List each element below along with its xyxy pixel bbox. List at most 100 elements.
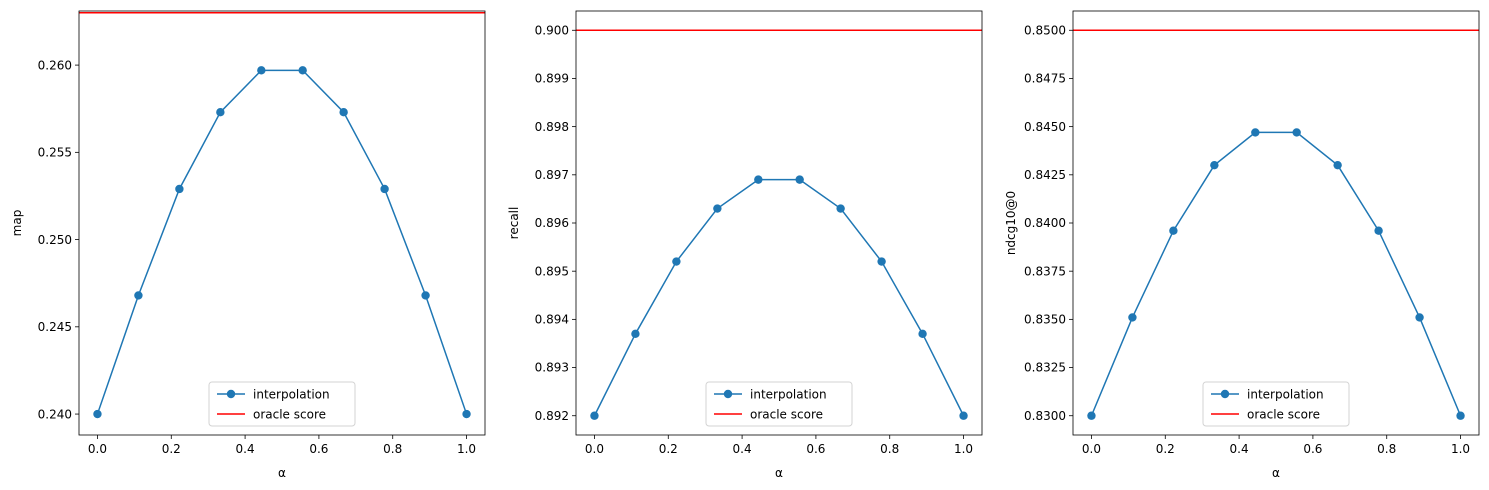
x-axis-label: α — [1272, 466, 1280, 480]
axes-frame — [575, 10, 983, 436]
legend: interpolation oracle score — [208, 381, 356, 427]
interpolation-point — [1210, 160, 1219, 170]
interpolation-line — [96, 69, 468, 415]
interpolation-point — [462, 409, 471, 419]
y-axis-label: recall — [507, 207, 521, 240]
interpolation-point — [1251, 128, 1260, 137]
y-tick-label: 0.895 — [535, 264, 569, 278]
interpolation-point — [836, 204, 845, 213]
interpolation-point — [1415, 313, 1424, 322]
legend-swatch-marker — [1220, 389, 1230, 399]
subplot-1: 0.0 0.2 0.4 0.6 0.8 1.0 0.240 0.245 0.250 0.255 0.… — [10, 10, 486, 480]
x-tick-label: 0.4 — [1230, 442, 1249, 456]
y-tick-label: 0.255 — [38, 146, 72, 160]
y-tick-label: 0.893 — [535, 361, 569, 375]
interpolation-point — [754, 175, 763, 184]
interpolation-point — [1128, 313, 1137, 322]
x-axis-label: α — [278, 466, 286, 480]
y-tick-label: 0.8375 — [1024, 264, 1066, 278]
y-tick-label: 0.892 — [535, 409, 569, 423]
interpolation-point — [1169, 226, 1178, 235]
legend-label: oracle score — [750, 408, 823, 422]
interpolation-point — [918, 329, 927, 339]
y-tick-label: 0.8475 — [1024, 72, 1066, 86]
legend-label: oracle score — [1247, 408, 1320, 422]
legend-label: interpolation — [750, 388, 827, 402]
x-tick-label: 0.8 — [1377, 442, 1396, 456]
y-tick-label: 0.899 — [535, 72, 569, 86]
axes-frame — [1072, 10, 1480, 436]
y-tick-label: 0.8350 — [1024, 313, 1066, 327]
x-tick-label: 0.0 — [88, 442, 107, 456]
interpolation-point — [216, 108, 225, 117]
interpolation-point — [298, 66, 307, 75]
legend: interpolation oracle score — [1202, 381, 1350, 427]
y-tick-label: 0.8325 — [1024, 361, 1066, 375]
interpolation-point — [1087, 411, 1096, 420]
x-tick-label: 0.4 — [733, 442, 752, 456]
y-tick-label: 0.897 — [535, 168, 569, 182]
x-tick-label: 0.6 — [309, 442, 328, 456]
interpolation-point — [380, 184, 389, 194]
interpolation-point — [134, 291, 143, 300]
interpolation-point — [175, 184, 184, 194]
interpolation-point — [1333, 160, 1342, 170]
y-tick-label: 0.8500 — [1024, 23, 1066, 37]
interpolation-point — [1456, 411, 1465, 420]
legend-label: interpolation — [253, 388, 330, 402]
legend-swatch-marker — [226, 389, 236, 399]
interpolation-point — [93, 409, 102, 419]
y-tick-label: 0.8300 — [1024, 409, 1066, 423]
x-tick-label: 0.8 — [383, 442, 402, 456]
legend-swatch-marker — [723, 389, 733, 399]
y-tick-label: 0.898 — [535, 120, 569, 134]
y-tick-label: 0.900 — [535, 23, 569, 37]
y-tick-label: 0.8450 — [1024, 120, 1066, 134]
x-tick-label: 0.2 — [659, 442, 678, 456]
x-tick-label: 0.6 — [806, 442, 825, 456]
interpolation-point — [590, 411, 599, 420]
subplot-2: 0.0 0.2 0.4 0.6 0.8 1.0 0.892 0.893 0.894 0.895 0.… — [507, 10, 983, 480]
y-tick-label: 0.240 — [38, 407, 72, 421]
interpolation-line — [593, 178, 965, 417]
interpolation-point — [1292, 128, 1301, 137]
interpolation-point — [877, 257, 886, 266]
y-tick-label: 0.8425 — [1024, 168, 1066, 182]
x-tick-label: 0.6 — [1303, 442, 1322, 456]
x-tick-label: 0.0 — [585, 442, 604, 456]
y-tick-label: 0.894 — [535, 313, 569, 327]
y-tick-label: 0.896 — [535, 216, 569, 230]
x-tick-label: 0.8 — [880, 442, 899, 456]
interpolation-point — [795, 175, 804, 184]
x-tick-label: 0.2 — [1156, 442, 1175, 456]
interpolation-line — [1090, 131, 1462, 417]
x-tick-label: 0.0 — [1082, 442, 1101, 456]
x-axis-label: α — [775, 466, 783, 480]
x-tick-label: 1.0 — [1451, 442, 1470, 456]
legend-label: interpolation — [1247, 388, 1324, 402]
y-axis-label: ndcg10@0 — [1004, 191, 1018, 255]
x-tick-label: 1.0 — [457, 442, 476, 456]
interpolation-point — [1374, 226, 1383, 235]
interpolation-point — [631, 329, 640, 339]
interpolation-point — [959, 411, 968, 420]
interpolation-point — [713, 204, 722, 213]
legend-box — [208, 381, 356, 427]
legend-box — [1202, 381, 1350, 427]
subplot-3: 0.0 0.2 0.4 0.6 0.8 1.0 0.8300 0.8325 0.8350 0.83… — [1004, 10, 1480, 480]
interpolation-point — [339, 108, 348, 117]
legend-label: oracle score — [253, 408, 326, 422]
y-tick-label: 0.8400 — [1024, 216, 1066, 230]
x-tick-label: 0.2 — [162, 442, 181, 456]
legend-box — [705, 381, 853, 427]
y-tick-label: 0.250 — [38, 233, 72, 247]
interpolation-point — [672, 257, 681, 266]
y-tick-label: 0.260 — [38, 58, 72, 72]
y-axis-label: map — [10, 210, 24, 237]
interpolation-point — [421, 291, 430, 300]
x-tick-label: 1.0 — [954, 442, 973, 456]
legend: interpolation oracle score — [705, 381, 853, 427]
interpolation-point — [257, 66, 266, 75]
axes-frame — [78, 10, 486, 436]
